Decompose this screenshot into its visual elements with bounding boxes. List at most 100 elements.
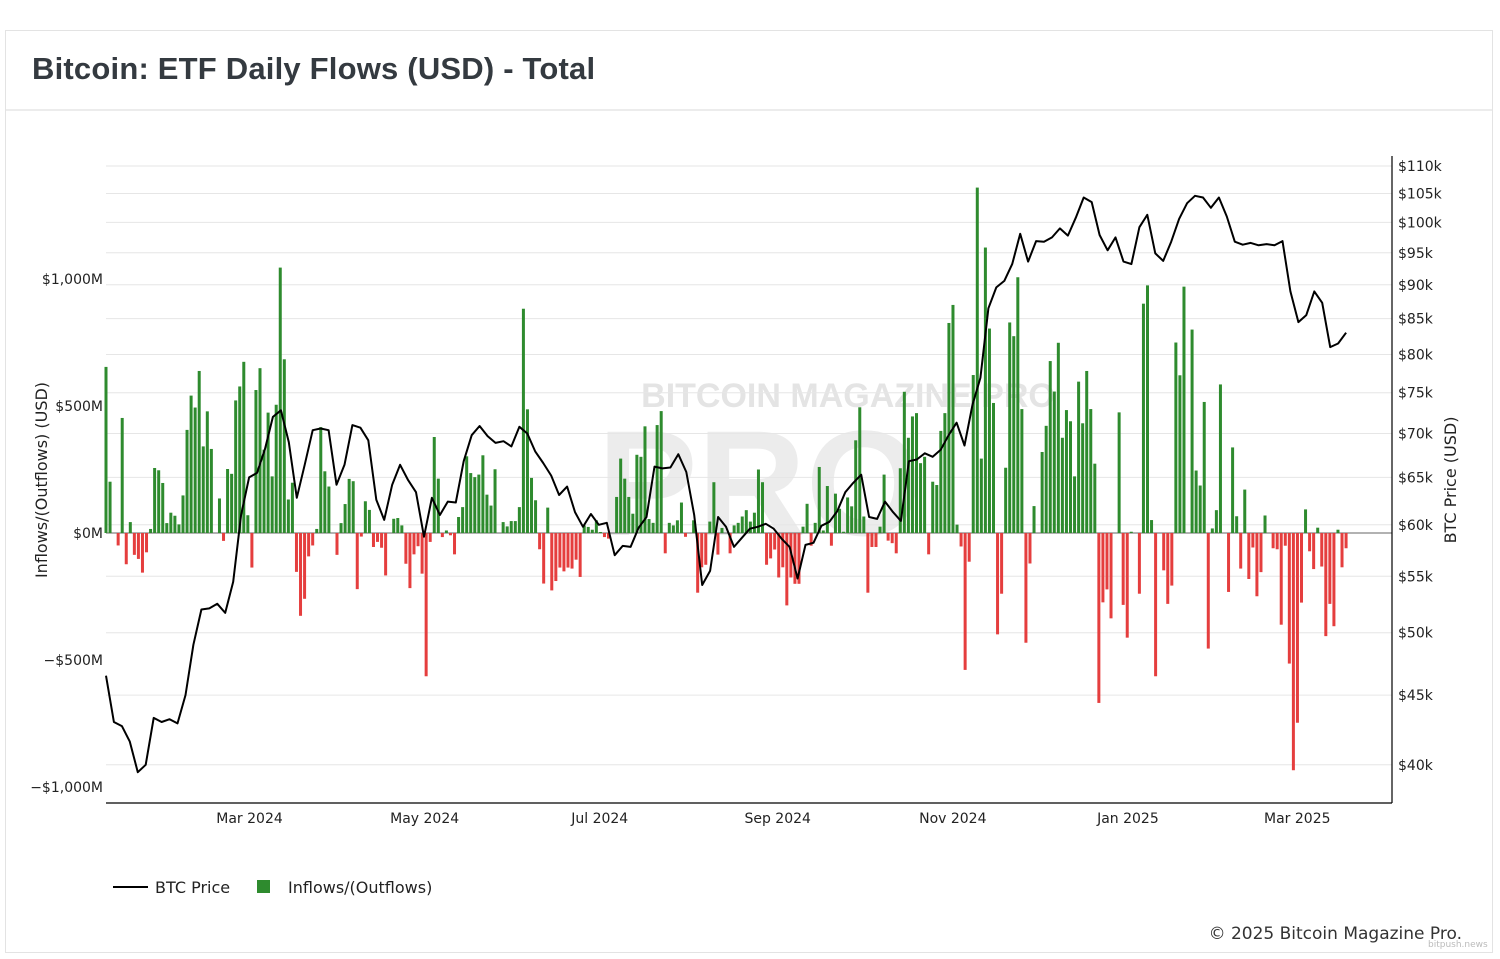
inflow-bar <box>392 518 396 534</box>
outflow-bar <box>716 533 720 555</box>
inflow-bar <box>740 516 744 534</box>
inflow-bar <box>1194 470 1198 534</box>
inflow-bar <box>104 366 108 534</box>
outflow-bar <box>886 533 890 541</box>
outflow-bar <box>1239 533 1243 569</box>
inflow-bar <box>193 407 197 534</box>
inflow-bar <box>1004 467 1008 534</box>
y-right-axis-title: BTC Price (USD) <box>1441 417 1460 544</box>
outflow-bar <box>866 533 870 593</box>
inflow-bar <box>290 482 294 534</box>
inflow-bar <box>465 456 469 534</box>
inflow-bar <box>947 322 951 534</box>
inflow-bar <box>846 497 850 534</box>
x-tick-label: Nov 2024 <box>919 811 986 827</box>
outflow-bar <box>927 533 931 555</box>
outflow-bar <box>1271 533 1275 549</box>
outflow-bar <box>704 533 708 565</box>
outflow-bar <box>124 533 128 565</box>
x-tick-label: Mar 2024 <box>216 811 283 827</box>
inflow-bar <box>639 456 643 534</box>
inflow-bar <box>983 247 987 534</box>
inflow-bar <box>153 467 157 534</box>
inflow-bar <box>1198 485 1202 534</box>
outflow-bar <box>307 533 311 557</box>
inflow-bar <box>1129 531 1133 534</box>
inflow-bar <box>801 526 805 534</box>
inflow-bar <box>165 523 169 534</box>
inflow-bar <box>594 520 598 534</box>
inflow-bar <box>509 521 513 534</box>
outflow-bar <box>785 533 789 606</box>
y-right-tick-label: $105k <box>1398 187 1443 203</box>
inflow-bar <box>1190 329 1194 534</box>
y-right-tick-label: $40k <box>1398 758 1434 774</box>
inflow-bar <box>915 413 919 534</box>
chart-title: Bitcoin: ETF Daily Flows (USD) - Total <box>32 51 596 86</box>
y-right-tick-label: $60k <box>1398 518 1434 534</box>
outflow-bar <box>566 533 570 568</box>
inflow-bar <box>234 400 238 534</box>
inflow-bar <box>339 523 343 534</box>
inflow-bar <box>805 503 809 534</box>
inflow-bar <box>238 386 242 534</box>
inflow-bar <box>1145 285 1149 534</box>
inflow-bar <box>635 454 639 534</box>
inflow-bar <box>1044 425 1048 534</box>
outflow-bar <box>829 533 833 546</box>
inflow-bar <box>436 478 440 534</box>
inflow-bar <box>489 505 493 534</box>
outflow-bar <box>1206 533 1210 649</box>
x-tick-label: Mar 2025 <box>1264 811 1331 827</box>
inflow-bar <box>258 368 262 534</box>
y-right-tick-label: $85k <box>1398 312 1434 328</box>
inflow-bar <box>992 402 996 534</box>
outflow-bar <box>384 533 388 576</box>
outflow-bar <box>335 533 339 555</box>
inflow-bar <box>931 481 935 534</box>
inflow-bar <box>1077 381 1081 534</box>
legend-flows-swatch <box>257 880 270 893</box>
inflow-bar <box>1081 423 1085 534</box>
inflow-bar <box>971 375 975 534</box>
inflow-bar <box>878 526 882 534</box>
outflow-bar <box>303 533 307 599</box>
outflow-bar <box>453 533 457 555</box>
inflow-bar <box>473 477 477 534</box>
y-right-tick-label: $95k <box>1398 246 1434 262</box>
outflow-bar <box>1287 533 1291 664</box>
inflow-bar <box>505 526 509 534</box>
inflow-bar <box>128 522 132 534</box>
x-tick-label: Jan 2025 <box>1096 811 1159 827</box>
outflow-bar <box>996 533 1000 635</box>
outflow-bar <box>1024 533 1028 643</box>
inflow-bar <box>987 328 991 534</box>
y-right-tick-label: $80k <box>1398 348 1434 364</box>
inflow-bar <box>582 525 586 534</box>
outflow-bar <box>1028 533 1032 564</box>
inflow-bar <box>736 522 740 534</box>
outflow-bar <box>967 533 971 562</box>
inflow-bar <box>315 528 319 534</box>
inflow-bar <box>975 187 979 534</box>
inflow-bar <box>1214 510 1218 534</box>
x-tick-label: Sep 2024 <box>744 811 811 827</box>
inflow-bar <box>400 525 404 534</box>
inflow-bar <box>1064 410 1068 534</box>
inflow-bar <box>906 437 910 534</box>
inflow-bar <box>185 429 189 534</box>
outflow-bar <box>538 533 542 550</box>
outflow-bar <box>1324 533 1328 637</box>
inflow-bar <box>226 469 230 534</box>
outflow-bar <box>428 533 432 542</box>
y-right-tick-label: $75k <box>1398 386 1434 402</box>
outflow-bar <box>574 533 578 560</box>
inflow-bar <box>157 470 161 534</box>
inflow-bar <box>501 522 505 534</box>
outflow-bar <box>1101 533 1105 603</box>
inflow-bar <box>756 469 760 534</box>
inflow-bar <box>919 463 923 534</box>
outflow-bar <box>1121 533 1125 605</box>
inflow-bar <box>923 456 927 534</box>
